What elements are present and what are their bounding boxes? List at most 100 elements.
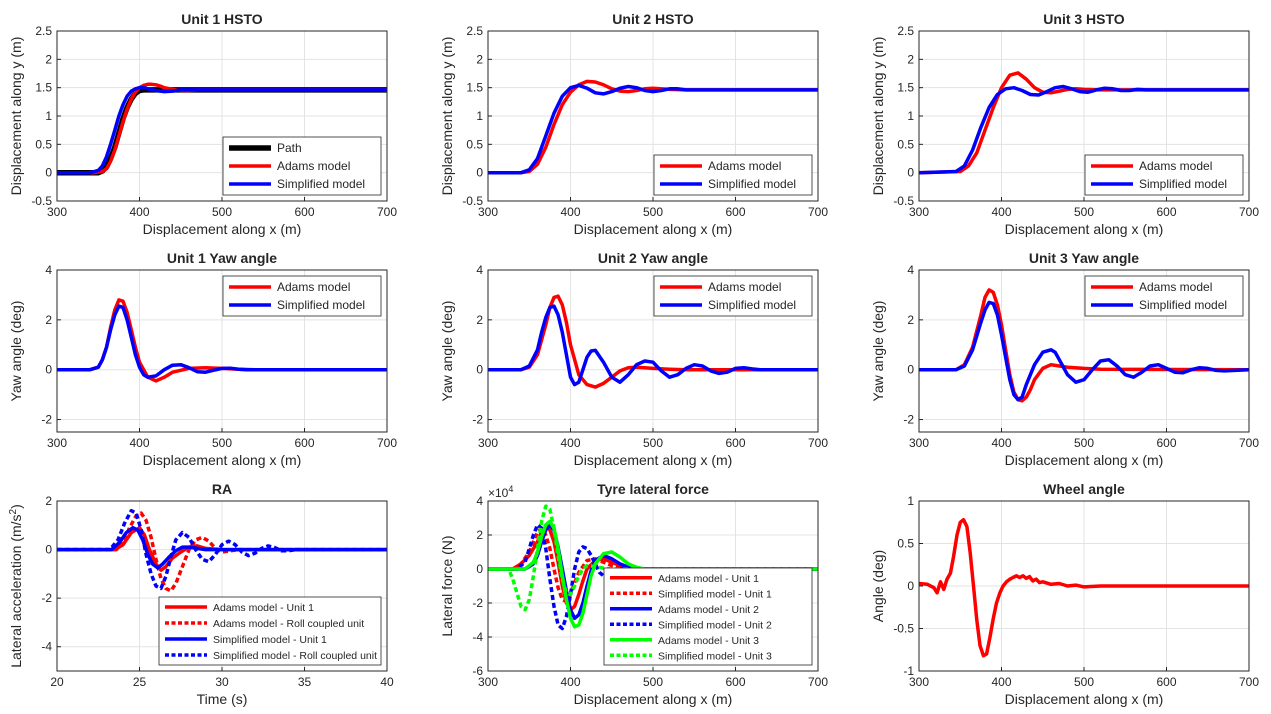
- y-tick-label: 0: [476, 562, 483, 576]
- y-tick-label: 0.5: [897, 137, 914, 151]
- x-axis-label: Displacement along x (m): [1005, 691, 1164, 707]
- legend: Adams model Simplified model: [222, 275, 382, 317]
- legend-entry: Adams model: [708, 280, 781, 294]
- y-axis-label-text: Yaw angle (deg): [439, 301, 455, 402]
- x-axis-label: Displacement along x (m): [1005, 221, 1164, 237]
- x-tick-label: 500: [643, 205, 663, 219]
- legend-entry: Simplified model - Unit 2: [658, 619, 772, 631]
- series-line: [488, 294, 818, 389]
- y-tick-label: -1: [903, 664, 914, 678]
- x-tick-label: 500: [1074, 436, 1094, 450]
- legend: Adams model Simplified model: [1084, 154, 1244, 196]
- y-tick-label: 0: [476, 166, 483, 180]
- y-tick-label: -4: [472, 630, 483, 644]
- x-tick-label: 700: [808, 675, 828, 689]
- y-tick-label: -2: [41, 413, 52, 427]
- legend: Path Adams model Simplified model: [222, 136, 382, 196]
- legend-box: [1084, 154, 1244, 196]
- y-tick-label: 1.5: [35, 81, 52, 95]
- x-axis-label: Displacement along x (m): [574, 221, 733, 237]
- x-tick-label: 700: [377, 436, 397, 450]
- x-tick-label: 40: [380, 675, 394, 689]
- series-line: [57, 85, 387, 175]
- x-tick-label: 20: [50, 675, 64, 689]
- y-axis-label: Yaw angle (deg): [870, 301, 886, 402]
- y-exponent-label: ×104: [488, 484, 513, 500]
- y-axis-label-text: Displacement along y (m): [439, 37, 455, 196]
- y-tick-label: 4: [907, 263, 914, 277]
- y-tick-label: 2: [907, 313, 914, 327]
- x-axis-label: Displacement along x (m): [1005, 452, 1164, 468]
- y-axis-label: Lateral acceleration (m/s2): [8, 504, 25, 668]
- x-tick-label: 600: [294, 436, 314, 450]
- chart-panel: 20 25 30 35 40 -4 -2 0 2 RA Time (s) Lateral accele…: [8, 481, 394, 707]
- axes-frame: [487, 500, 819, 672]
- y-tick-label: 1: [476, 109, 483, 123]
- x-tick-label: 400: [991, 675, 1011, 689]
- y-tick-label: 2.5: [35, 24, 52, 38]
- y-axis-label-text: Yaw angle (deg): [8, 301, 24, 402]
- y-tick-label: 0: [45, 543, 52, 557]
- y-axis-label-text: Lateral acceleration (m/s: [8, 514, 24, 667]
- y-axis-label: Angle (deg): [870, 550, 886, 622]
- series-line: [488, 519, 818, 629]
- legend: Adams model - Unit 1 Simplified model - U…: [603, 567, 813, 666]
- chart-title: Unit 3 HSTO: [1043, 11, 1125, 27]
- x-tick-label: 700: [808, 436, 828, 450]
- x-axis-label: Time (s): [197, 691, 248, 707]
- chart-panel: 300 400 500 600 700 -0.5 0 0.5 1 1.5 2 2.5 Unit 2 HS…: [439, 11, 828, 237]
- y-tick-label: 1.5: [897, 81, 914, 95]
- y-tick-label: -4: [41, 640, 52, 654]
- x-tick-label: 400: [129, 436, 149, 450]
- chart-title: Unit 3 Yaw angle: [1029, 250, 1139, 266]
- x-tick-label: 400: [560, 205, 580, 219]
- chart-title: Unit 1 HSTO: [181, 11, 263, 27]
- legend-entry: Adams model - Unit 1: [658, 573, 759, 585]
- y-tick-label: -0.5: [893, 622, 914, 636]
- y-tick-label: 0.5: [466, 137, 483, 151]
- y-tick-label: 0: [476, 363, 483, 377]
- series-line: [488, 304, 818, 387]
- series-line: [57, 304, 387, 379]
- y-tick-label: -0.5: [31, 194, 52, 208]
- chart-panel: 300 400 500 600 700 -0.5 0 0.5 1 1.5 2 2.5 Unit 3 HS…: [870, 11, 1259, 237]
- x-tick-label: 35: [298, 675, 312, 689]
- y-tick-label: 1.5: [466, 81, 483, 95]
- y-tick-label: 0.5: [35, 137, 52, 151]
- chart-title: Unit 2 HSTO: [612, 11, 694, 27]
- x-tick-label: 400: [991, 205, 1011, 219]
- axes-frame: [487, 269, 819, 433]
- chart-title: Wheel angle: [1043, 481, 1125, 497]
- series-line: [919, 517, 1249, 658]
- legend-entry: Adams model: [277, 280, 350, 294]
- x-tick-label: 300: [47, 205, 67, 219]
- x-axis-label: Displacement along x (m): [143, 221, 302, 237]
- axes-frame: [918, 269, 1250, 433]
- y-tick-label: 2: [476, 52, 483, 66]
- x-tick-label: 600: [725, 675, 745, 689]
- y-tick-label: 0: [907, 363, 914, 377]
- legend-entry: Simplified model - Unit 3: [658, 650, 772, 662]
- y-axis-label-text: Yaw angle (deg): [870, 301, 886, 402]
- series-line: [488, 83, 818, 175]
- y-axis-label-text: Displacement along y (m): [870, 37, 886, 196]
- x-tick-label: 500: [1074, 675, 1094, 689]
- x-tick-label: 400: [560, 436, 580, 450]
- y-tick-label: 0: [45, 363, 52, 377]
- legend-entry: Adams model - Unit 2: [658, 604, 759, 616]
- legend-entry: Adams model: [1139, 280, 1212, 294]
- legend-entry: Simplified model: [708, 298, 796, 312]
- y-axis-label-text: Angle (deg): [870, 550, 886, 622]
- x-tick-label: 300: [478, 436, 498, 450]
- chart-title: Tyre lateral force: [597, 481, 709, 497]
- y-tick-label: 0: [907, 579, 914, 593]
- chart-title: Unit 2 Yaw angle: [598, 250, 708, 266]
- axes-frame: [56, 269, 388, 433]
- x-tick-label: 500: [212, 205, 232, 219]
- legend: Adams model Simplified model: [653, 154, 813, 196]
- legend-entry: Simplified model: [277, 177, 365, 191]
- series-line: [919, 71, 1249, 175]
- legend: Adams model - Unit 1 Adams model - Roll c…: [158, 596, 382, 666]
- axes-frame: [918, 500, 1250, 672]
